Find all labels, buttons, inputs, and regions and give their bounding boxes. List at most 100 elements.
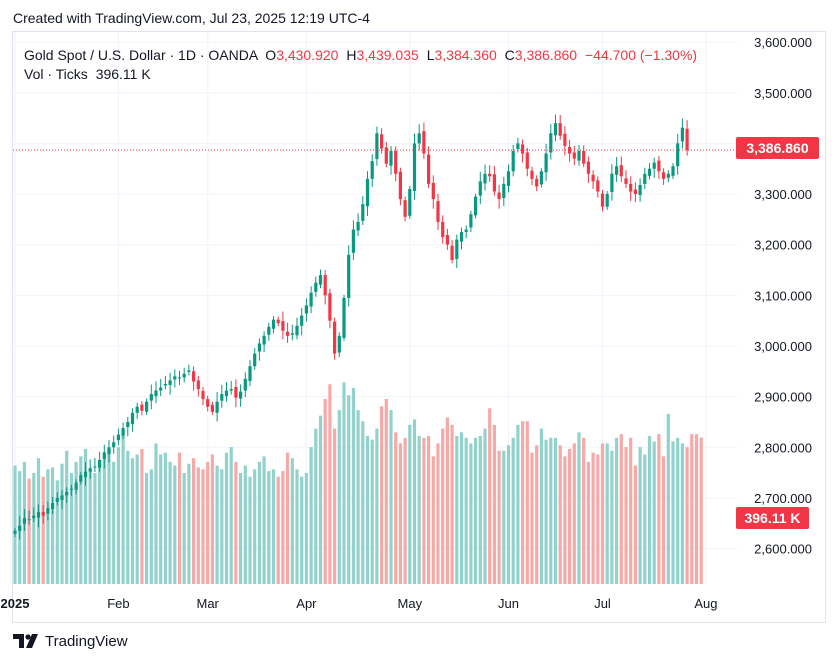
volume-bar [83,448,88,584]
volume-bar [365,436,370,584]
volume-bar [121,430,125,584]
volume-bar [328,384,332,584]
candle-body [196,380,200,390]
candle-body [74,482,78,490]
candle-body [502,183,506,199]
volume-bar [478,436,482,584]
candle-body [506,171,511,186]
volume-bar [511,437,515,584]
volume-bar [347,395,351,584]
close-value: 3,386.860 [514,47,578,63]
candle-body [140,404,144,411]
candle-body [126,421,130,428]
volume-bar [239,473,243,584]
candle-body [18,525,22,531]
volume-bar [210,454,214,584]
candle-body [135,406,139,413]
footer-brand[interactable]: TradingView [13,630,128,652]
candle-body [361,204,365,221]
candle-body [422,131,426,154]
volume-bar [441,428,445,584]
volume-bar [46,469,50,584]
low-label: L [426,47,435,63]
volume-bar [13,465,17,584]
candle-body [619,165,623,177]
volume-bar [474,437,478,584]
candle-body [318,275,323,285]
volume-bar [271,469,276,584]
candle-body [610,173,614,193]
candle-body [154,390,158,397]
candle-body [615,166,619,175]
volume-bar [88,467,92,584]
candle-body [351,229,355,253]
volume-bar [55,480,59,584]
volume-bar [412,419,417,584]
candle-body [647,168,652,176]
candle-body [27,519,31,521]
candle-body [408,188,412,216]
candle-body [257,343,261,352]
candle-body [215,401,219,413]
candle-body [248,366,252,381]
volume-bar [224,452,229,584]
volume-bar [314,428,318,584]
volume-bar [300,476,304,584]
volume-bar [187,463,191,584]
volume-bar [422,437,426,584]
last-price-tag: 3,386.860 [736,137,819,159]
volume-bar [502,450,506,584]
volume-bar [276,476,280,584]
candle-body [497,192,501,200]
volume-bar [102,458,106,584]
volume-bar [582,437,586,584]
volume-bar [521,421,525,584]
candle-body [13,530,17,534]
volume-bar [497,450,501,584]
candle-body [116,434,120,441]
volume-bar [173,465,177,584]
candle-body [370,161,374,179]
volume-bar [267,471,271,584]
volume-bar [234,461,238,584]
volume-bar [464,437,468,584]
candle-body [389,151,393,166]
low-value: 3,384.360 [434,47,497,63]
volume-bar [431,456,435,584]
candle-body [32,515,36,519]
candle-body [459,232,464,242]
candle-body [300,315,304,326]
candle-body [685,128,689,151]
close-label: C [504,47,515,63]
volume-bar [74,461,78,584]
volume-bar [445,417,449,584]
last-volume-tag: 396.11 K [736,507,809,529]
volume-bar [116,447,120,584]
candle-body [488,173,492,177]
candle-body [69,488,73,490]
volume-bar [262,456,266,584]
x-tick-label: May [398,596,423,611]
volume-bar [192,458,196,584]
candle-body [234,387,238,398]
candle-body [304,305,308,314]
candle-body [22,518,26,524]
candle-body [65,491,69,496]
candle-body [51,502,55,510]
volume-bar [79,456,83,584]
candle-body [224,390,229,397]
volume-bar [629,437,633,584]
candle-body [243,378,247,391]
candle-body [314,282,318,292]
volume-bar [619,434,623,584]
ohlc-legend: Gold Spot / U.S. Dollar · 1D · OANDA O3,… [24,45,697,65]
volume-label[interactable]: Vol · Ticks [24,66,88,82]
candle-body [464,229,468,233]
volume-bar [130,458,135,584]
volume-bar [65,450,69,584]
symbol-title[interactable]: Gold Spot / U.S. Dollar · 1D · OANDA [24,47,258,63]
candle-body [168,380,172,385]
candle-body [98,459,102,468]
candle-body [229,389,233,391]
